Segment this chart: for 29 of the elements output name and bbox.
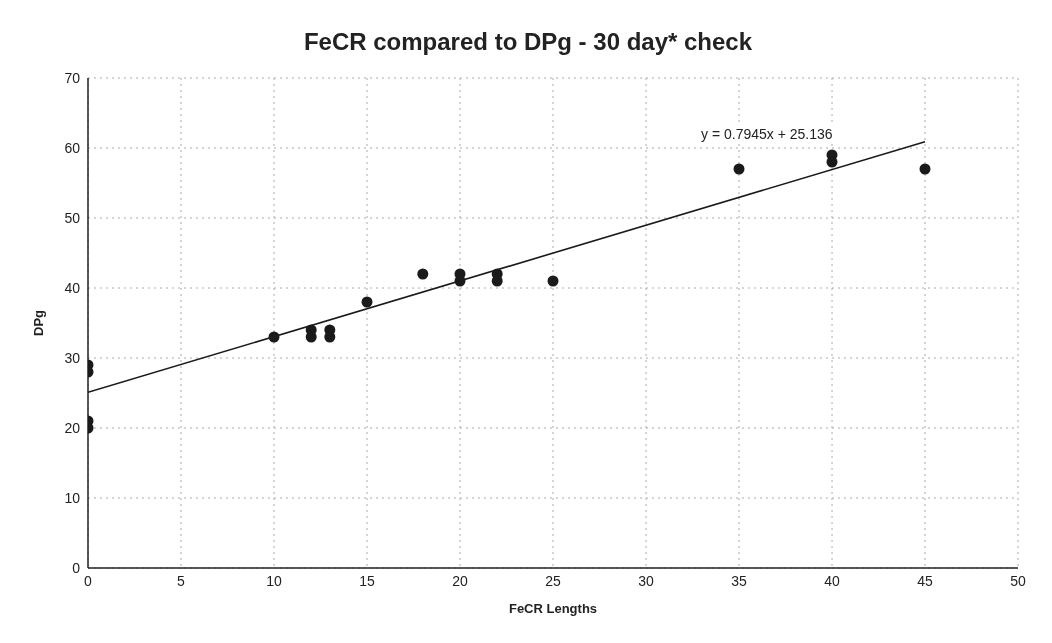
y-tick-label: 60 bbox=[64, 139, 81, 156]
y-tick-label: 40 bbox=[64, 279, 81, 296]
x-tick-label: 30 bbox=[638, 572, 654, 589]
point bbox=[733, 163, 745, 175]
x-tick-label: 50 bbox=[1010, 572, 1026, 589]
x-tick-label: 15 bbox=[359, 572, 375, 589]
point bbox=[268, 331, 280, 343]
x-tick-label: 40 bbox=[824, 572, 840, 589]
y-tick-label: 50 bbox=[64, 209, 81, 226]
x-tick-label: 25 bbox=[545, 572, 561, 589]
point bbox=[547, 275, 559, 287]
x-tick-label: 0 bbox=[84, 572, 93, 589]
point bbox=[417, 268, 429, 280]
y-tick-label: 20 bbox=[64, 419, 81, 436]
x-tick-label: 10 bbox=[266, 572, 282, 589]
x-tick-label: 20 bbox=[452, 572, 468, 589]
x-tick-label: 45 bbox=[917, 572, 933, 589]
x-tick-label: 5 bbox=[177, 572, 186, 589]
chart-title: FeCR compared to DPg - 30 day* check bbox=[302, 27, 754, 57]
annotation: y = 0.7945x + 25.136 bbox=[698, 126, 836, 142]
y-axis-title: DPg bbox=[30, 309, 46, 336]
x-tick-label: 35 bbox=[731, 572, 747, 589]
y-tick-label: 70 bbox=[64, 69, 81, 86]
y-tick-label: 0 bbox=[72, 559, 81, 576]
y-tick-label: 10 bbox=[64, 489, 81, 506]
point bbox=[361, 296, 373, 308]
x-axis-title: FeCR Lengths bbox=[508, 601, 598, 616]
point bbox=[919, 163, 931, 175]
y-tick-label: 30 bbox=[64, 349, 81, 366]
